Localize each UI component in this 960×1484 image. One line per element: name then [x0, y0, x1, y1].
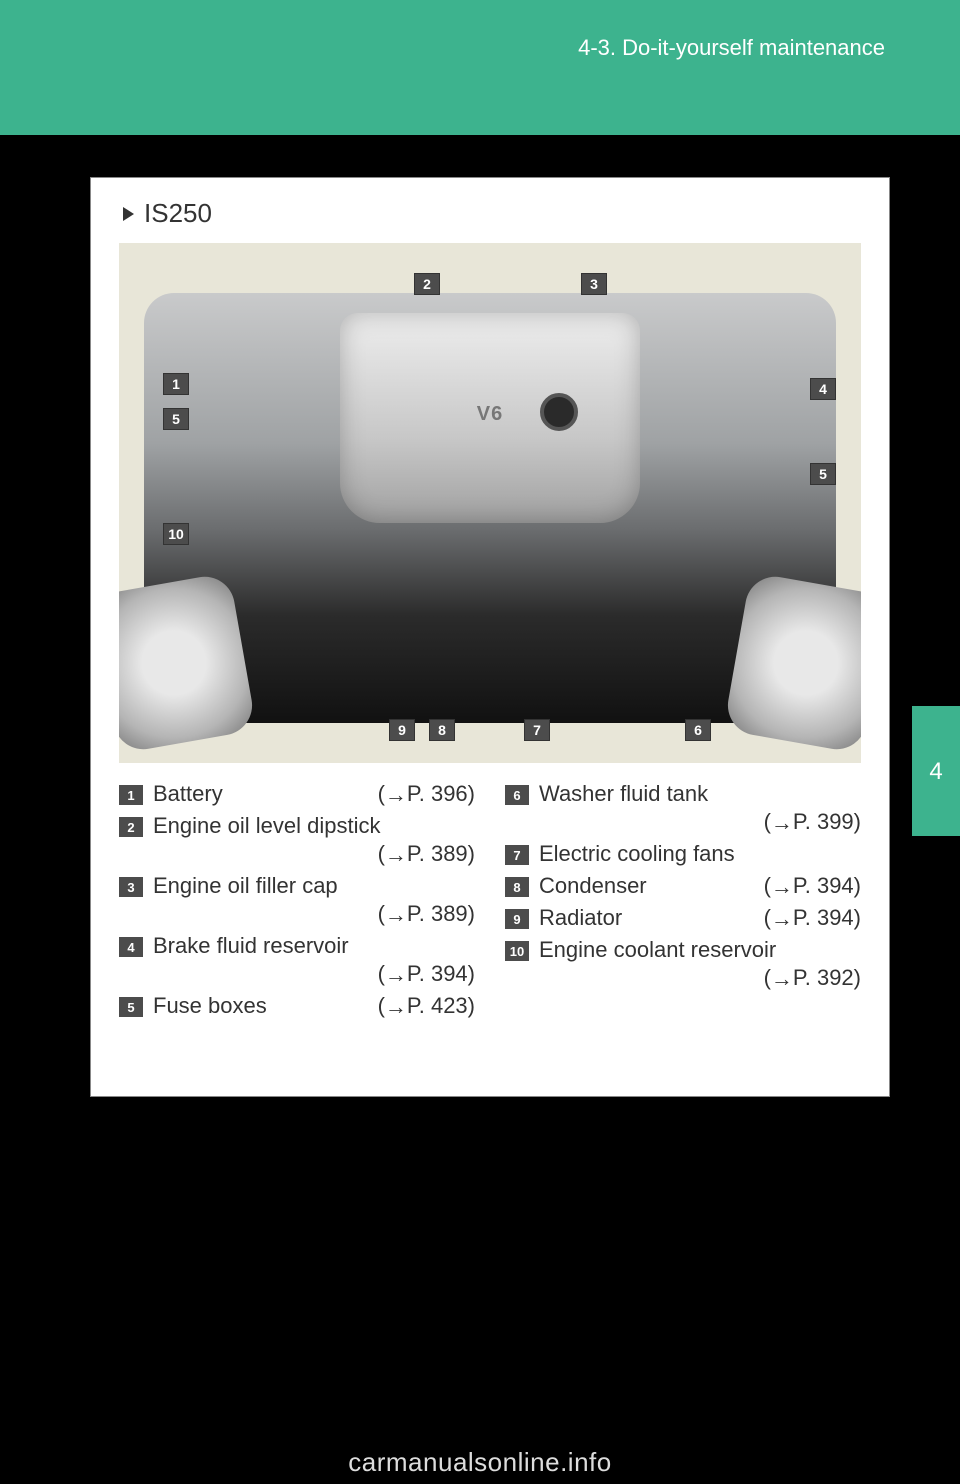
diagram-callout-8: 8 — [429, 719, 455, 741]
diagram-callout-4: 4 — [810, 378, 836, 400]
diagram-callout-5a: 5 — [163, 408, 189, 430]
engine-cover-illustration — [340, 313, 640, 523]
diagram-callout-9: 9 — [389, 719, 415, 741]
legend-label: Condenser — [539, 873, 647, 899]
legend: 1 Battery (→P. 396) 2 Engine oil level dipst… — [119, 781, 861, 1025]
oil-cap-illustration — [540, 393, 578, 431]
legend-label: Fuse boxes — [153, 993, 267, 1019]
legend-page-ref: (→P. 394) — [378, 961, 475, 987]
legend-item: 6 Washer fluid tank(→P. 399) — [505, 781, 861, 835]
legend-label: Washer fluid tank — [539, 781, 861, 807]
legend-item: 4 Brake fluid reservoir(→P. 394) — [119, 933, 475, 987]
diagram-callout-2: 2 — [414, 273, 440, 295]
engine-diagram: 1 2 3 4 5 5 6 7 8 9 10 — [119, 243, 861, 763]
legend-number-badge: 7 — [505, 845, 529, 865]
legend-number-badge: 8 — [505, 877, 529, 897]
legend-number-badge: 6 — [505, 785, 529, 805]
legend-item: 3 Engine oil filler cap(→P. 389) — [119, 873, 475, 927]
legend-column-right: 6 Washer fluid tank(→P. 399) 7 Electric coo… — [505, 781, 861, 1025]
triangle-right-icon — [123, 207, 134, 221]
legend-label: Engine coolant reservoir — [539, 937, 861, 963]
legend-page-ref: (→P. 389) — [378, 901, 475, 927]
legend-number-badge: 9 — [505, 909, 529, 929]
legend-item: 2 Engine oil level dipstick(→P. 389) — [119, 813, 475, 867]
diagram-callout-1: 1 — [163, 373, 189, 395]
watermark-text: carmanualsonline.info — [348, 1447, 611, 1478]
legend-item: 10 Engine coolant reservoir(→P. 392) — [505, 937, 861, 991]
legend-item: 5 Fuse boxes (→P. 423) — [119, 993, 475, 1019]
legend-number-badge: 4 — [119, 937, 143, 957]
model-name: IS250 — [144, 198, 212, 229]
legend-label: Electric cooling fans — [539, 841, 735, 867]
legend-page-ref: (→P. 423) — [378, 993, 475, 1019]
legend-page-ref: (→P. 394) — [764, 873, 861, 899]
legend-number-badge: 3 — [119, 877, 143, 897]
legend-item: 1 Battery (→P. 396) — [119, 781, 475, 807]
legend-page-ref: (→P. 399) — [764, 809, 861, 835]
diagram-callout-3: 3 — [581, 273, 607, 295]
diagram-callout-10: 10 — [163, 523, 189, 545]
model-heading: IS250 — [123, 198, 861, 229]
legend-item: 9 Radiator (→P. 394) — [505, 905, 861, 931]
section-title: 4-3. Do-it-yourself maintenance — [578, 35, 885, 61]
legend-label: Engine oil filler cap — [153, 873, 475, 899]
page-header: 4-3. Do-it-yourself maintenance — [0, 0, 960, 135]
chapter-side-tab: 4 — [912, 706, 960, 836]
legend-page-ref: (→P. 396) — [378, 781, 475, 807]
legend-number-badge: 2 — [119, 817, 143, 837]
legend-item: 7 Electric cooling fans — [505, 841, 861, 867]
chapter-number: 4 — [929, 758, 942, 786]
legend-column-left: 1 Battery (→P. 396) 2 Engine oil level dipst… — [119, 781, 475, 1025]
content-panel: IS250 1 2 3 4 5 5 6 7 8 9 10 1 Battery (→P… — [90, 177, 890, 1097]
legend-number-badge: 10 — [505, 941, 529, 961]
diagram-callout-6: 6 — [685, 719, 711, 741]
legend-label: Radiator — [539, 905, 622, 931]
legend-page-ref: (→P. 394) — [764, 905, 861, 931]
legend-label: Engine oil level dipstick — [153, 813, 475, 839]
legend-page-ref: (→P. 392) — [764, 965, 861, 991]
legend-label: Brake fluid reservoir — [153, 933, 475, 959]
diagram-callout-7: 7 — [524, 719, 550, 741]
legend-label: Battery — [153, 781, 223, 807]
diagram-callout-5b: 5 — [810, 463, 836, 485]
legend-item: 8 Condenser (→P. 394) — [505, 873, 861, 899]
legend-number-badge: 5 — [119, 997, 143, 1017]
legend-page-ref: (→P. 389) — [378, 841, 475, 867]
legend-number-badge: 1 — [119, 785, 143, 805]
